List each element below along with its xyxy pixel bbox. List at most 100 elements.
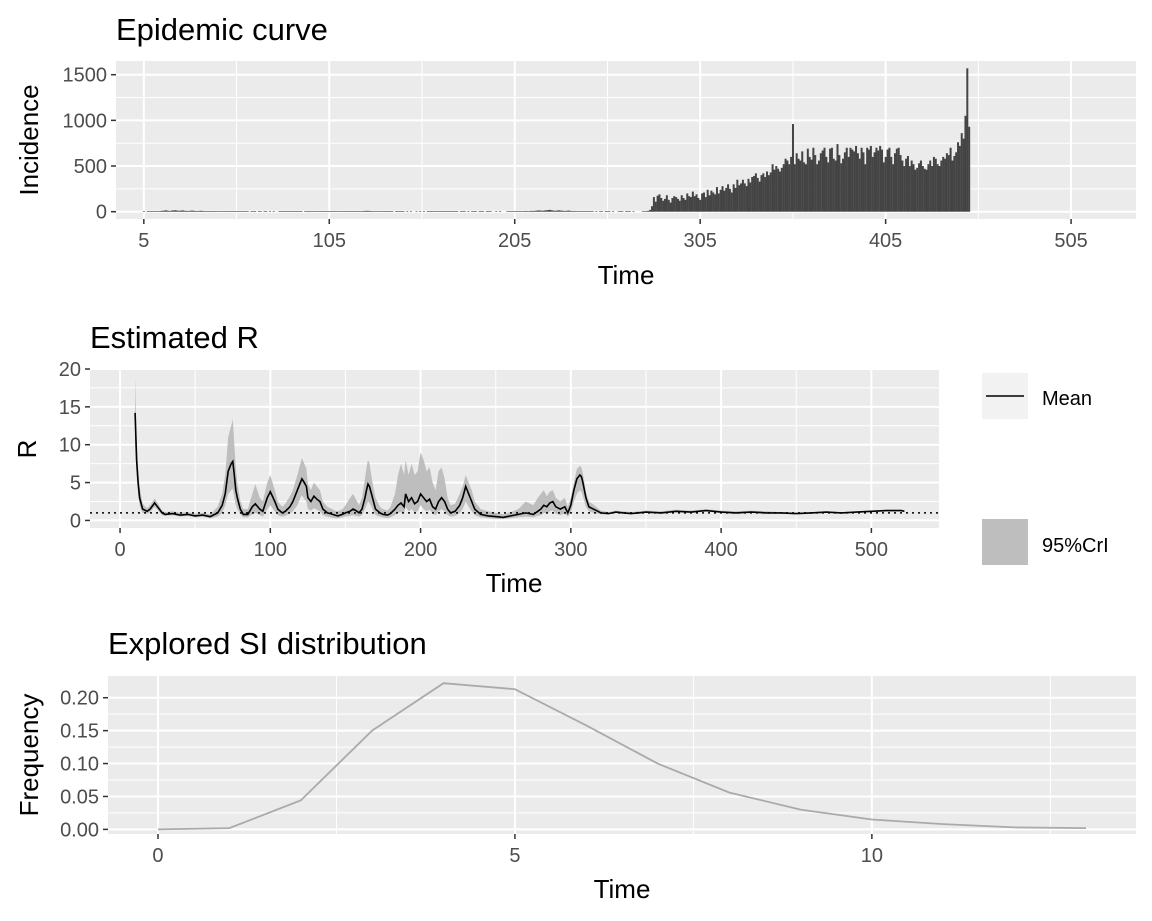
epi-bar	[346, 211, 349, 212]
epi-bar	[821, 150, 824, 212]
epi-bar	[589, 211, 592, 212]
epi-bar	[547, 210, 550, 212]
epi-bar	[204, 211, 207, 212]
epi-bar	[461, 211, 464, 212]
epi-bar	[830, 147, 833, 212]
epi-bar	[842, 158, 845, 212]
epi-bar	[400, 211, 403, 212]
epi-bar	[684, 199, 687, 212]
epi-bar	[905, 158, 908, 212]
epi-bar	[871, 156, 874, 212]
epi-bar	[460, 211, 463, 212]
epi-bar	[230, 211, 233, 212]
epi-bar	[823, 147, 826, 212]
epi-bar	[298, 211, 301, 212]
epi-bar	[422, 211, 425, 212]
epi-bar	[383, 211, 386, 212]
epi-bar	[728, 188, 731, 212]
epi-bar	[945, 153, 948, 212]
epi-bar	[150, 211, 153, 212]
epi-bar	[428, 211, 431, 212]
epi-bar	[736, 179, 739, 212]
epi-bar	[341, 211, 344, 212]
epi-bar	[600, 211, 603, 212]
epi-bar	[354, 211, 357, 212]
epi-bar	[265, 211, 268, 212]
x-tick-label: 305	[683, 230, 716, 252]
epi-bar	[743, 183, 746, 212]
epi-bar	[155, 211, 158, 212]
epi-bar	[769, 172, 772, 212]
epi-bar	[771, 164, 774, 212]
epi-bar	[779, 171, 782, 212]
legend-ci-key	[982, 519, 1028, 565]
epi-bar	[235, 211, 238, 212]
x-tick-label: 5	[138, 230, 149, 252]
epi-bar	[243, 211, 246, 212]
epi-bar	[448, 211, 451, 212]
epi-bar	[178, 210, 181, 212]
epi-bar	[450, 211, 453, 212]
epi-bar	[185, 210, 188, 212]
epi-bar	[209, 211, 212, 212]
epi-bar	[313, 211, 316, 212]
epi-bar	[478, 211, 481, 212]
epi-bar	[176, 210, 179, 212]
epi-bar	[782, 164, 785, 212]
epi-bar	[764, 176, 767, 212]
epi-bar	[281, 211, 284, 212]
epi-bar	[682, 197, 685, 212]
epi-bar	[350, 211, 353, 212]
epi-bar	[296, 211, 299, 212]
epi-bar	[163, 210, 166, 212]
epi-bar	[541, 210, 544, 212]
epi-bar	[406, 211, 409, 212]
epi-bar	[740, 183, 743, 212]
epi-bar	[374, 211, 377, 212]
epi-bar	[775, 166, 778, 212]
epi-bar	[343, 211, 346, 212]
x-tick-label: 300	[554, 539, 587, 561]
epi-bar	[376, 211, 379, 212]
si-y-axis-title: Frequency	[14, 694, 44, 817]
epi-bar	[812, 147, 815, 212]
epi-bar	[918, 163, 921, 212]
epi-bar	[311, 211, 314, 212]
epi-bar	[745, 186, 748, 212]
legend-ci-label: 95%CrI	[1042, 535, 1109, 557]
epi-bar	[584, 211, 587, 212]
epi-bar	[962, 138, 965, 212]
epi-y-ticks: 0 500 1000 1500	[63, 65, 116, 224]
epi-bar	[269, 211, 272, 212]
epi-bar	[721, 186, 724, 212]
epi-bar	[228, 211, 231, 212]
epi-bar	[791, 124, 794, 212]
epi-bar	[816, 164, 819, 212]
epi-bar	[257, 211, 260, 212]
epi-bar	[183, 210, 186, 212]
epi-bar	[671, 197, 674, 212]
epi-bar	[485, 211, 488, 212]
epi-bar	[773, 169, 776, 212]
epi-bar	[552, 210, 555, 212]
epi-bar	[517, 211, 520, 212]
epi-bar	[285, 211, 288, 212]
epi-bar	[480, 211, 483, 212]
x-tick-label: 505	[1054, 230, 1087, 252]
epi-bar	[259, 211, 262, 212]
epi-bar	[489, 211, 492, 212]
si-line	[157, 682, 1087, 831]
epi-bar	[814, 155, 817, 212]
epi-bar	[875, 147, 878, 212]
epi-bar	[944, 158, 947, 212]
epi-bar	[667, 199, 670, 212]
epi-bar	[856, 153, 859, 212]
epi-bar	[862, 152, 865, 212]
epi-bar	[701, 193, 704, 212]
epi-bar	[955, 152, 958, 212]
epi-bar	[148, 211, 151, 212]
epi-bar	[951, 160, 954, 212]
epi-bar	[834, 160, 837, 212]
epi-bar	[205, 211, 208, 212]
